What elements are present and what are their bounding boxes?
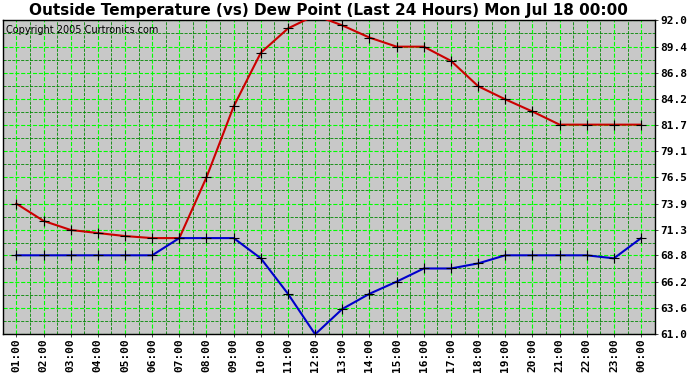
Text: Copyright 2005 Curtronics.com: Copyright 2005 Curtronics.com [6, 25, 159, 35]
Title: Outside Temperature (vs) Dew Point (Last 24 Hours) Mon Jul 18 00:00: Outside Temperature (vs) Dew Point (Last… [29, 3, 628, 18]
